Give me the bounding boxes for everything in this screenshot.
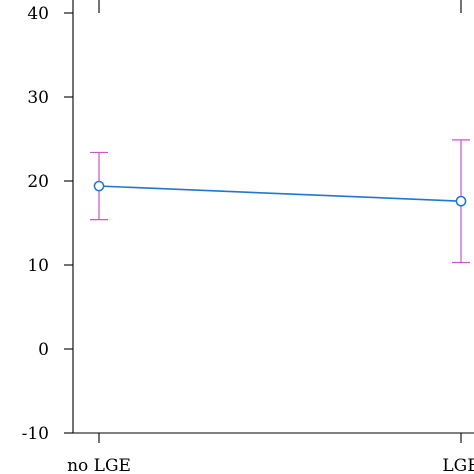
y-tick-label-1: 0 (38, 340, 49, 360)
y-tick-label-2: 10 (27, 256, 49, 276)
y-tick-label-3: 20 (27, 172, 49, 192)
x-tick-label-1: LGE (442, 456, 474, 474)
data-point-0-1 (455, 195, 467, 207)
series-line-0 (98, 185, 462, 202)
x-tick-label-0: no LGE (67, 456, 131, 474)
y-tick-label-4: 30 (27, 88, 49, 108)
y-tick-label-5: 40 (27, 4, 49, 24)
data-point-0-0 (93, 180, 105, 192)
y-tick-label-0: -10 (22, 424, 49, 444)
